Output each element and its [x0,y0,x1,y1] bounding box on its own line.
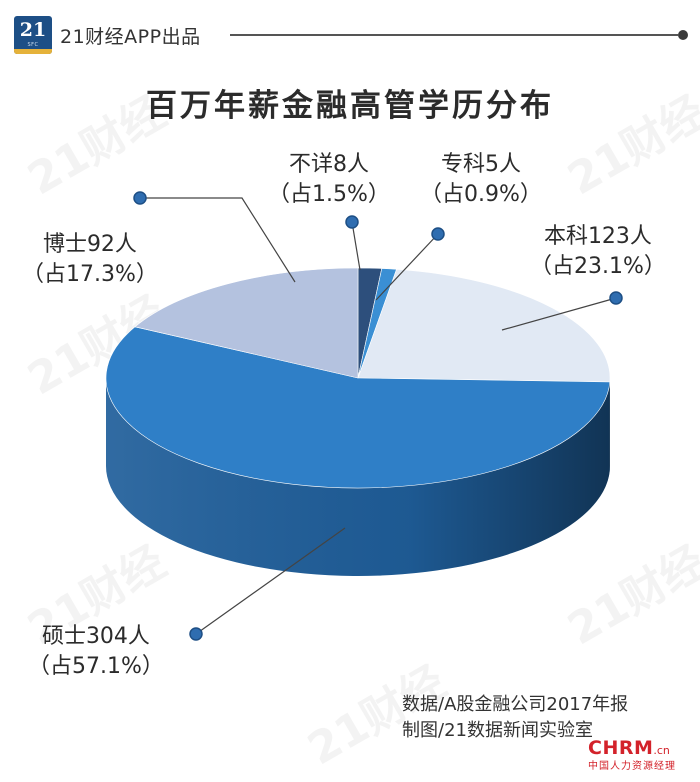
label-master: 硕士304人 （占57.1%） [28,622,164,682]
label-bachelor-pct: （占23.1%） [530,254,666,279]
leader-lines [133,191,623,641]
label-master-pct: （占57.1%） [28,654,164,679]
chrm-sub: 中国人力资源经理 [588,761,676,772]
label-bachelor-name: 本科123人 [543,224,652,249]
slice-unknown-leader [351,221,361,271]
slice-junior-college-dot [431,227,445,241]
logo-band [14,49,52,54]
pie-top [105,267,611,489]
chrm-suffix: .cn [653,744,670,757]
pie-side-shading [106,378,610,576]
label-bachelor: 本科123人 （占23.1%） [530,222,666,282]
header-dot [678,30,688,40]
label-doctor: 博士92人 （占17.3%） [22,230,158,290]
slice-doctor-leader [140,197,296,283]
label-junior-college: 专科5人 （占0.9%） [420,150,542,210]
slice-unknown-dot [345,215,359,229]
logo-sub: SFC [27,42,39,48]
source-note: 数据/A股金融公司2017年报 制图/21数据新闻实验室 [402,692,628,744]
slice-bachelor-dot [609,291,623,305]
slice-bachelor [357,268,611,383]
slice-bachelor-leader [501,297,617,331]
label-unknown-name: 不详8人 [288,152,369,177]
brand-text: 21财经APP出品 [60,26,201,48]
slice-doctor-dot [133,191,147,205]
slice-master [105,326,611,489]
chrm-mark: CHRM [588,737,654,759]
source-data: 数据/A股金融公司2017年报 [402,694,629,715]
label-doctor-name: 博士92人 [42,232,137,257]
logo-number: 21 [19,19,47,41]
slice-master-dot [189,627,203,641]
slice-doctor [134,267,359,379]
label-doctor-pct: （占17.3%） [22,262,158,287]
label-junior-college-name: 专科5人 [440,152,521,177]
slice-master-leader [195,527,346,635]
label-junior-college-pct: （占0.9%） [420,182,542,207]
source-design: 制图/21数据新闻实验室 [402,720,593,741]
chrm-logo: CHRM.cn 中国人力资源经理 [588,737,676,772]
header: 21 SFC 21财经APP出品 [14,16,694,56]
label-unknown-pct: （占1.5%） [268,182,390,207]
brand-logo: 21 SFC [14,16,52,54]
chart-title: 百万年薪金融高管学历分布 [146,88,554,124]
label-master-name: 硕士304人 [41,624,150,649]
slice-junior-college-leader [375,233,439,301]
header-divider [230,34,678,36]
label-unknown: 不详8人 （占1.5%） [268,150,390,210]
